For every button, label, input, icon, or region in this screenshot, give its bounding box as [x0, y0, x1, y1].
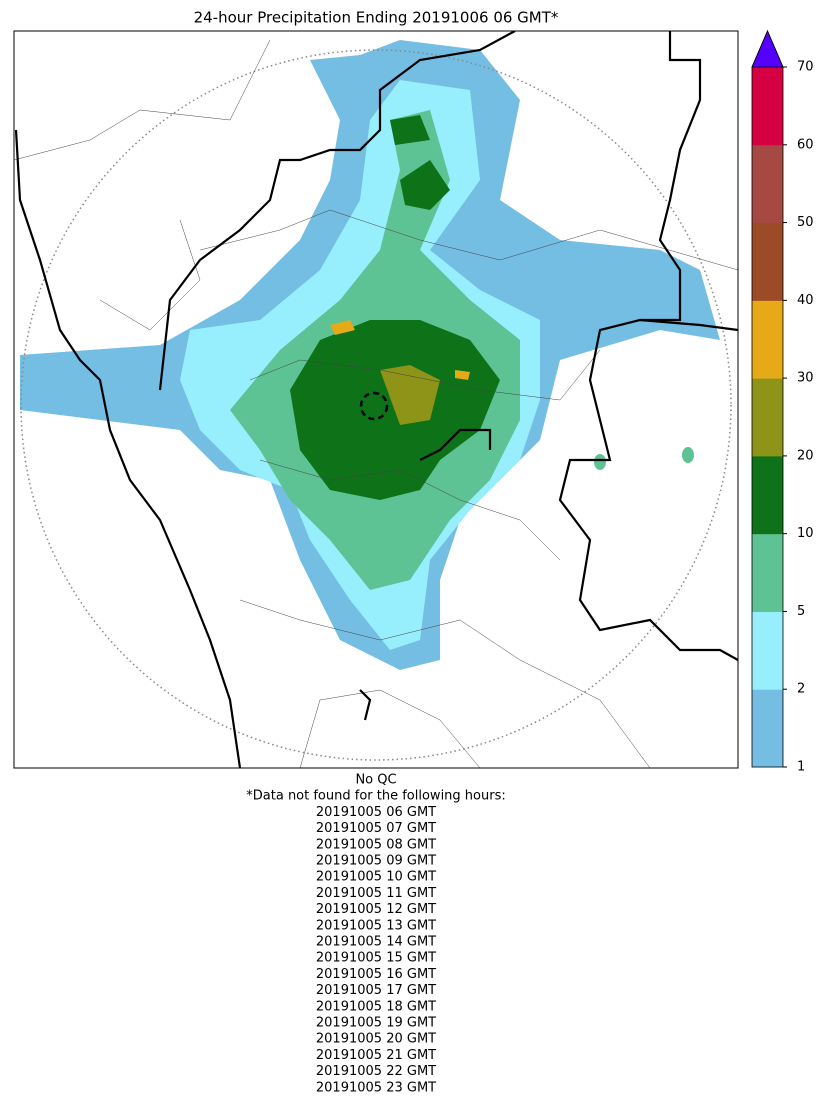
colorbar-bin [752, 300, 783, 379]
map [14, 31, 738, 768]
precip-area [400, 160, 450, 210]
colorbar-bin [752, 378, 783, 457]
missing-hour: 20191005 10 GMT [316, 870, 436, 885]
colorbar-tick-label: 10 [797, 526, 814, 541]
colorbar-bin [752, 611, 783, 690]
colorbar-tick-label: 5 [797, 604, 805, 619]
colorbar-bin [752, 689, 783, 768]
footer: No QC*Data not found for the following h… [246, 773, 505, 1096]
colorbar-bin [752, 455, 783, 535]
map-frame [13, 30, 739, 769]
district-boundaries [14, 39, 738, 768]
title: 24-hour Precipitation Ending 20191006 06… [194, 9, 559, 27]
colorbar-tick-label: 20 [797, 448, 814, 463]
missing-hour: 20191005 23 GMT [316, 1080, 436, 1095]
missing-note: *Data not found for the following hours: [246, 789, 505, 804]
precip-area [330, 320, 355, 335]
colorbar-tick-label: 1 [797, 760, 805, 775]
colorbar-extend [751, 29, 784, 68]
missing-hour: 20191005 22 GMT [316, 1064, 436, 1079]
colorbar-bin [752, 222, 783, 301]
state-boundaries [14, 31, 738, 768]
colorbar-tick-label: 2 [797, 682, 805, 697]
colorbar-tick-label: 30 [797, 371, 814, 386]
missing-hour: 20191005 07 GMT [316, 821, 436, 836]
colorbar-tick-label: 70 [797, 60, 814, 75]
precip-area [390, 115, 430, 145]
missing-hour: 20191005 11 GMT [316, 886, 436, 901]
colorbar-bin [752, 67, 783, 146]
colorbar-frame [751, 29, 784, 768]
missing-hour: 20191005 09 GMT [316, 854, 436, 869]
radar-site [359, 391, 389, 421]
missing-hour: 20191005 15 GMT [316, 951, 436, 966]
colorbar: 1 2 5 10 20 30 40 50 60 70 [751, 29, 814, 775]
missing-hour: 20191005 14 GMT [316, 935, 436, 950]
colorbar-tick-label: 40 [797, 293, 814, 308]
missing-hour: 20191005 13 GMT [316, 918, 436, 933]
radar-range-ring [20, 49, 732, 761]
colorbar-bin [752, 533, 783, 612]
missing-hour: 20191005 18 GMT [316, 999, 436, 1014]
missing-hour: 20191005 12 GMT [316, 902, 436, 917]
colorbar-tick-label: 60 [797, 137, 814, 152]
colorbar-bin [752, 144, 783, 224]
missing-hour: 20191005 17 GMT [316, 983, 436, 998]
precip-area [455, 370, 470, 380]
precipitation [20, 40, 720, 670]
qc-note: No QC [355, 773, 396, 788]
missing-hour: 20191005 20 GMT [316, 1032, 436, 1047]
colorbar-tick-label: 50 [797, 215, 814, 230]
missing-hour: 20191005 08 GMT [316, 837, 436, 852]
precip-area [380, 365, 440, 425]
precip-area [682, 447, 694, 463]
missing-hour: 20191005 16 GMT [316, 967, 436, 982]
missing-hour: 20191005 19 GMT [316, 1016, 436, 1031]
missing-hour: 20191005 06 GMT [316, 805, 436, 820]
precip-area [594, 454, 606, 470]
missing-hour: 20191005 21 GMT [316, 1048, 436, 1063]
